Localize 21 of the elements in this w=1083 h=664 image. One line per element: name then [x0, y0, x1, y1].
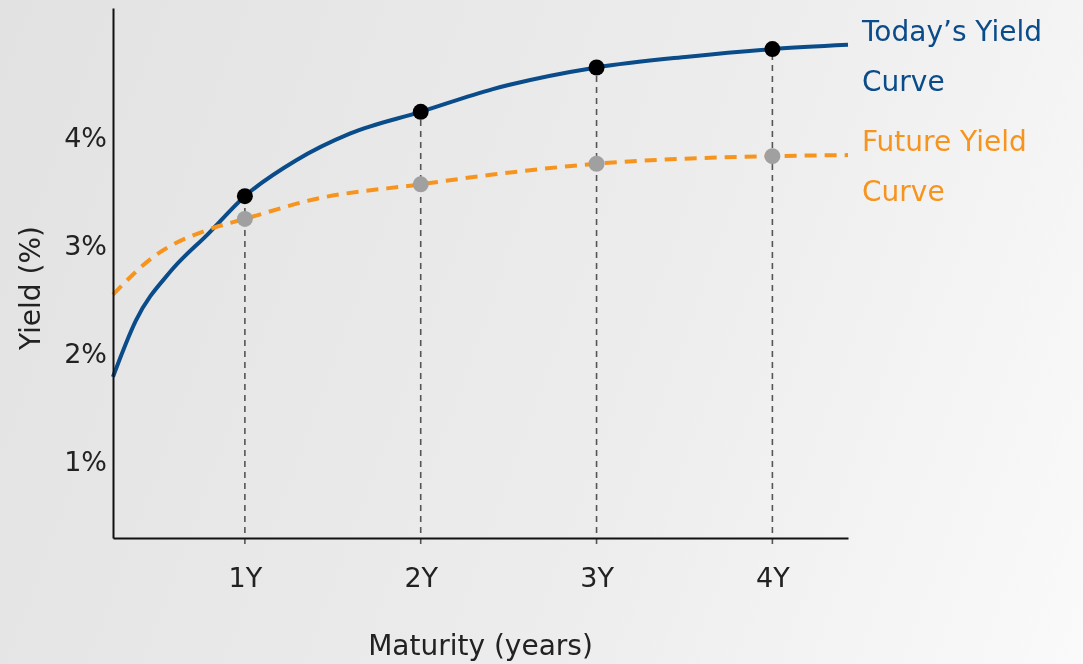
point	[236, 210, 253, 227]
point	[236, 188, 253, 205]
y-tick-label: 4%	[64, 121, 107, 153]
x-tick-label: 2Y	[404, 562, 439, 594]
point	[412, 176, 429, 193]
series-label: Future Yield Curve	[862, 125, 1027, 209]
point	[588, 155, 605, 172]
x-tick-label: 4Y	[756, 562, 791, 594]
y-tick-label: 1%	[64, 446, 107, 478]
y-tick-label: 2%	[64, 338, 107, 370]
x-axis-title: Maturity (years)	[368, 629, 593, 662]
point	[588, 59, 605, 76]
y-tick-label: 3%	[64, 230, 107, 262]
x-tick-label: 3Y	[580, 562, 615, 594]
y-axis-title: Yield (%)	[14, 225, 47, 352]
point	[764, 41, 781, 58]
x-tick-label: 1Y	[228, 562, 263, 594]
series-label: Today’s Yield Curve	[861, 14, 1043, 98]
point	[412, 103, 429, 120]
point	[764, 148, 781, 165]
line-series	[111, 42, 850, 379]
